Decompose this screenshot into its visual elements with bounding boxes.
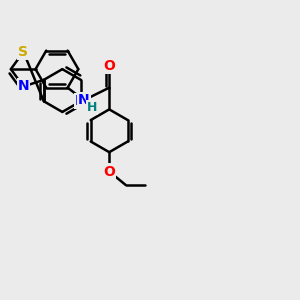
Text: O: O — [103, 164, 115, 178]
Text: H: H — [87, 101, 98, 114]
Text: S: S — [18, 45, 28, 59]
Text: N: N — [18, 80, 29, 94]
Text: N: N — [78, 93, 90, 107]
Text: O: O — [103, 59, 115, 73]
Text: N: N — [75, 94, 87, 108]
